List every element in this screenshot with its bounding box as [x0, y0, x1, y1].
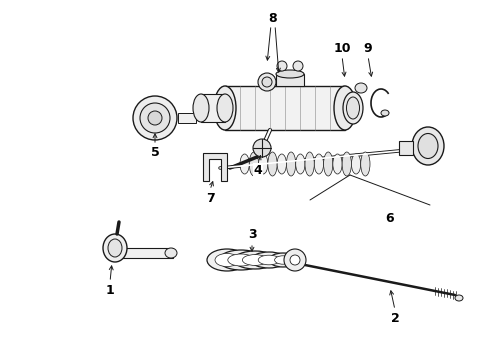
- Ellipse shape: [287, 152, 295, 176]
- Ellipse shape: [165, 248, 177, 258]
- Ellipse shape: [268, 152, 277, 176]
- Ellipse shape: [140, 103, 170, 133]
- Text: 5: 5: [150, 145, 159, 158]
- Ellipse shape: [293, 61, 303, 71]
- Text: 7: 7: [206, 192, 215, 204]
- Text: 10: 10: [333, 41, 351, 54]
- Ellipse shape: [103, 234, 127, 262]
- Ellipse shape: [251, 252, 287, 268]
- Ellipse shape: [455, 295, 463, 301]
- Text: 1: 1: [106, 284, 114, 297]
- Ellipse shape: [355, 83, 367, 93]
- Ellipse shape: [290, 255, 300, 265]
- Ellipse shape: [108, 239, 122, 257]
- Ellipse shape: [381, 110, 389, 116]
- Ellipse shape: [276, 70, 304, 78]
- Ellipse shape: [274, 256, 292, 264]
- Ellipse shape: [412, 127, 444, 165]
- Ellipse shape: [258, 73, 276, 91]
- Bar: [178, 113, 196, 123]
- Ellipse shape: [351, 154, 361, 174]
- Bar: [399, 141, 413, 155]
- Ellipse shape: [207, 249, 247, 271]
- Ellipse shape: [148, 111, 162, 125]
- Ellipse shape: [305, 152, 314, 176]
- Ellipse shape: [343, 92, 363, 124]
- Ellipse shape: [418, 134, 438, 158]
- Text: 9: 9: [364, 41, 372, 54]
- Ellipse shape: [262, 77, 272, 87]
- Text: 6: 6: [386, 211, 394, 225]
- Ellipse shape: [240, 154, 249, 174]
- Ellipse shape: [214, 86, 236, 130]
- Ellipse shape: [323, 152, 333, 176]
- Ellipse shape: [346, 97, 360, 119]
- Bar: [201, 94, 225, 122]
- Ellipse shape: [249, 152, 259, 176]
- Polygon shape: [203, 153, 227, 181]
- Ellipse shape: [193, 94, 209, 122]
- Ellipse shape: [361, 152, 370, 176]
- Ellipse shape: [269, 253, 297, 267]
- Ellipse shape: [215, 253, 239, 267]
- Text: 8: 8: [269, 12, 277, 24]
- Bar: [276, 74, 304, 86]
- Text: 3: 3: [247, 229, 256, 242]
- Ellipse shape: [295, 154, 305, 174]
- Ellipse shape: [133, 96, 177, 140]
- Ellipse shape: [259, 154, 268, 174]
- Ellipse shape: [217, 94, 233, 122]
- Ellipse shape: [342, 152, 351, 176]
- Ellipse shape: [277, 61, 287, 71]
- Text: 2: 2: [391, 311, 399, 324]
- Ellipse shape: [228, 254, 254, 266]
- Ellipse shape: [253, 139, 271, 157]
- Ellipse shape: [334, 86, 356, 130]
- Ellipse shape: [284, 249, 306, 271]
- Text: 4: 4: [254, 163, 262, 176]
- Ellipse shape: [219, 250, 263, 270]
- Ellipse shape: [277, 154, 287, 174]
- Ellipse shape: [234, 251, 276, 269]
- Ellipse shape: [314, 154, 323, 174]
- Ellipse shape: [333, 154, 342, 174]
- Bar: [113, 248, 173, 258]
- Ellipse shape: [243, 255, 268, 265]
- Bar: [225, 86, 345, 130]
- Ellipse shape: [258, 255, 280, 265]
